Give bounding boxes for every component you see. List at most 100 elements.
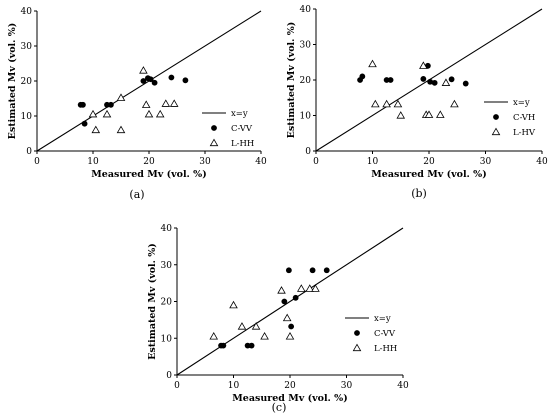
- x-tick-label: 0: [34, 157, 40, 167]
- x-tick-label: 20: [284, 381, 296, 391]
- data-point-c-vv: [140, 78, 147, 84]
- x-tick-label: 20: [423, 157, 435, 167]
- data-point-c-vh: [431, 79, 438, 86]
- legend-label-l-hh: L-HH: [231, 139, 254, 149]
- y-tick-label: 30: [300, 41, 312, 51]
- panel-label: (c): [272, 401, 287, 414]
- data-point-l-hh: [139, 66, 148, 74]
- data-point-c-vv: [168, 74, 175, 81]
- legend: x=y C-VV L-HH: [202, 109, 254, 149]
- x-tick-label: 0: [174, 381, 180, 391]
- y-tick-label: 10: [161, 334, 173, 344]
- data-point-l-hh: [116, 125, 126, 134]
- data-point-l-hv: [396, 111, 406, 119]
- data-point-l-hh: [144, 109, 154, 118]
- legend-label-l-hh: L-HH: [374, 344, 397, 354]
- x-axis-title: Measured Mv (vol. %): [371, 169, 486, 180]
- legend-marker-circle: [354, 330, 360, 336]
- data-point-c-vv: [285, 267, 292, 274]
- data-point-l-hh: [237, 322, 247, 330]
- legend-marker-triangle: [352, 343, 362, 352]
- data-point-c-vv: [147, 76, 154, 83]
- y-tick-label: 40: [300, 5, 312, 15]
- data-point-l-hh: [161, 99, 171, 107]
- x-tick-label: 40: [397, 381, 409, 391]
- legend-label-reference: x=y: [513, 98, 530, 108]
- data-point-l-hv: [371, 99, 380, 108]
- legend: x=y C-VH L-HV: [484, 98, 536, 138]
- y-tick-label: 0: [26, 147, 32, 157]
- data-point-l-hh: [311, 284, 320, 292]
- data-point-l-hh: [141, 100, 151, 108]
- data-point-l-hv: [393, 99, 403, 108]
- data-point-c-vv: [281, 298, 288, 305]
- legend-marker-circle: [493, 114, 499, 120]
- data-point-l-hv: [368, 59, 377, 68]
- y-axis-title: Estimated Mv (vol. %): [7, 23, 18, 140]
- scatter-panel-3: 0 10 20 30 40 0 10 20 30 40 Measured Mv (vol. %) Es…: [147, 224, 409, 414]
- data-point-c-vv: [248, 342, 255, 349]
- data-point-c-vh: [420, 76, 427, 82]
- data-point-l-hh: [88, 109, 98, 118]
- data-point-l-hh: [169, 99, 179, 107]
- legend-marker-triangle: [491, 127, 501, 136]
- data-point-c-vv: [182, 77, 189, 84]
- data-point-l-hh: [251, 322, 261, 330]
- data-point-l-hh: [297, 284, 306, 292]
- x-axis-title: Measured Mv (vol. %): [91, 169, 206, 180]
- x-axis-title: Measured Mv (vol. %): [232, 393, 347, 404]
- x-tick-label: 40: [255, 157, 267, 167]
- x-tick-label: 0: [313, 157, 319, 167]
- data-point-c-vv: [220, 342, 227, 349]
- y-tick-label: 0: [305, 147, 311, 157]
- x-tick-label: 30: [480, 157, 492, 167]
- legend-label-c-vv: C-VV: [231, 124, 253, 134]
- x-tick-label: 30: [199, 157, 211, 167]
- y-axis-title: Estimated Mv (vol. %): [286, 22, 297, 139]
- panel-label: (a): [129, 188, 144, 201]
- data-point-c-vv: [80, 101, 86, 108]
- data-point-l-hh: [102, 109, 112, 118]
- y-tick-label: 0: [166, 371, 172, 381]
- data-point-l-hv: [419, 61, 428, 69]
- data-point-c-vv: [108, 101, 114, 108]
- data-point-l-hh: [209, 332, 219, 340]
- y-tick-label: 10: [300, 112, 312, 122]
- legend-label-c-vh: C-VH: [513, 113, 535, 123]
- legend-label-l-hv: L-HV: [513, 128, 536, 138]
- data-point-l-hv: [382, 99, 391, 108]
- data-point-c-vh: [427, 78, 434, 85]
- data-point-l-hh: [285, 332, 295, 340]
- x-tick-label: 10: [228, 381, 240, 391]
- x-tick-label: 30: [341, 381, 353, 391]
- reference-line-x-equals-y: [176, 227, 404, 376]
- panel-label: (b): [411, 187, 427, 200]
- data-point-l-hv: [436, 110, 445, 118]
- scatter-panel-1: 0 10 20 30 40 0 10 20 30 40 Measured Mv (vol. %) Es…: [7, 7, 267, 201]
- data-point-c-vv: [309, 267, 316, 274]
- legend-marker-triangle: [209, 138, 219, 147]
- data-point-c-vh: [462, 80, 469, 87]
- data-point-c-vv: [81, 120, 88, 127]
- data-point-l-hh: [229, 300, 238, 309]
- y-tick-label: 20: [300, 76, 312, 86]
- y-tick-label: 30: [161, 261, 173, 271]
- y-tick-label: 40: [21, 7, 33, 17]
- y-axis-title: Estimated Mv (vol. %): [147, 243, 158, 360]
- x-tick-label: 10: [87, 157, 99, 167]
- x-tick-label: 10: [367, 157, 379, 167]
- y-tick-label: 40: [161, 224, 173, 234]
- data-point-c-vv: [288, 323, 295, 330]
- data-point-c-vh: [359, 73, 366, 80]
- legend-label-c-vv: C-VV: [374, 329, 396, 339]
- data-point-l-hh: [155, 109, 165, 118]
- legend: x=y C-VV L-HH: [345, 314, 397, 354]
- data-point-l-hh: [91, 125, 101, 134]
- data-point-l-hh: [277, 286, 286, 294]
- data-point-l-hv: [450, 99, 459, 108]
- data-point-l-hh: [116, 93, 126, 101]
- data-point-l-hh: [282, 313, 292, 322]
- y-tick-label: 20: [21, 77, 33, 87]
- legend-marker-circle: [211, 125, 217, 131]
